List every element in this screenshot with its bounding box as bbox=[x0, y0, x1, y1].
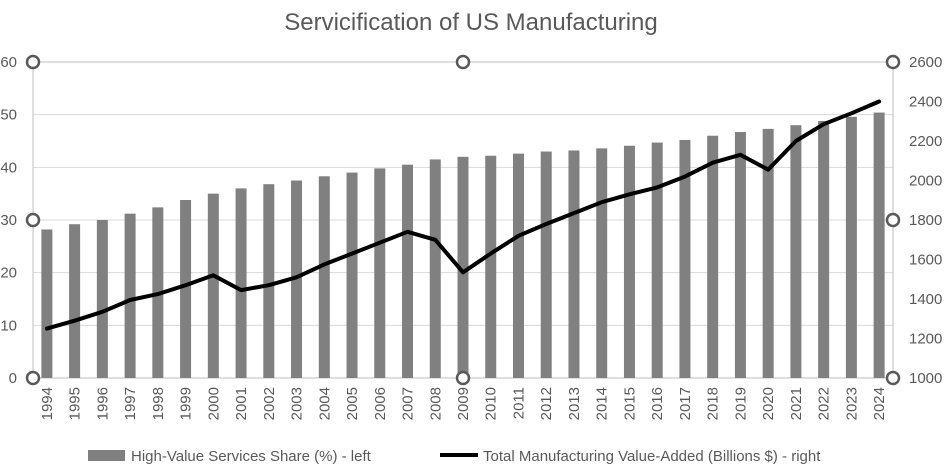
bar bbox=[568, 150, 580, 378]
y-right-tick-label: 2400 bbox=[909, 94, 942, 111]
bar-series bbox=[41, 112, 885, 379]
y-left-tick-label: 0 bbox=[9, 370, 17, 387]
x-tick-label: 2024 bbox=[871, 387, 888, 420]
x-tick-label: 2022 bbox=[816, 387, 833, 420]
x-tick-label: 2017 bbox=[677, 387, 694, 420]
x-tick-label: 2012 bbox=[538, 387, 555, 420]
resize-handle[interactable] bbox=[455, 370, 471, 386]
x-tick-label: 2008 bbox=[427, 387, 444, 420]
y-left-tick-label: 60 bbox=[0, 54, 17, 71]
y-left-tick-label: 40 bbox=[0, 159, 17, 176]
bar bbox=[845, 116, 857, 379]
x-tick-label: 2020 bbox=[760, 387, 777, 420]
bar bbox=[790, 125, 802, 378]
y-right-tick-label: 2200 bbox=[909, 133, 942, 150]
bar bbox=[873, 112, 885, 378]
bar bbox=[762, 128, 774, 378]
bar bbox=[818, 120, 830, 378]
x-tick-label: 2016 bbox=[649, 387, 666, 420]
y-right-tick-label: 1600 bbox=[909, 252, 942, 269]
y-right-tick-label: 2000 bbox=[909, 173, 942, 190]
bar bbox=[124, 213, 136, 378]
x-tick-label: 1999 bbox=[178, 387, 195, 420]
x-tick-label: 2015 bbox=[621, 387, 638, 420]
legend-label-line: Total Manufacturing Value-Added (Billion… bbox=[483, 448, 821, 465]
x-tick-label: 2011 bbox=[510, 387, 527, 419]
selection-handles[interactable] bbox=[25, 54, 901, 386]
y-right-tick-label: 1800 bbox=[909, 212, 942, 229]
x-tick-label: 2001 bbox=[233, 387, 250, 420]
bar bbox=[734, 132, 746, 378]
series-line bbox=[44, 99, 882, 331]
x-tick-label: 2018 bbox=[705, 387, 722, 420]
resize-handle[interactable] bbox=[885, 212, 901, 228]
legend: High-Value Services Share (%) - left Tot… bbox=[88, 448, 821, 465]
x-tick-label: 2004 bbox=[316, 387, 333, 420]
bar bbox=[457, 156, 469, 378]
x-tick-label: 1997 bbox=[122, 387, 139, 420]
x-tick-label: 2014 bbox=[594, 387, 611, 420]
x-tick-label: 1994 bbox=[39, 387, 56, 420]
x-tick-label: 2000 bbox=[205, 387, 222, 420]
bar bbox=[540, 151, 552, 378]
bar bbox=[235, 188, 247, 378]
y-right-tick-label: 1200 bbox=[909, 331, 942, 348]
y-right-tick-label: 1000 bbox=[909, 370, 942, 387]
y-left-tick-label: 10 bbox=[0, 317, 17, 334]
x-tick-label: 2007 bbox=[400, 387, 417, 420]
x-tick-label: 1998 bbox=[150, 387, 167, 420]
x-tick-label: 2005 bbox=[344, 387, 361, 420]
bar bbox=[207, 193, 219, 378]
y-left-tick-label: 30 bbox=[0, 212, 17, 229]
resize-handle[interactable] bbox=[885, 370, 901, 386]
bar bbox=[596, 148, 608, 378]
x-tick-label: 2013 bbox=[566, 387, 583, 420]
bar bbox=[485, 155, 497, 378]
x-tick-label: 2009 bbox=[455, 387, 472, 420]
y-right-tick-label: 2600 bbox=[909, 54, 942, 71]
legend-swatch-bar bbox=[88, 450, 125, 461]
bar bbox=[318, 176, 330, 378]
x-tick-label: 2010 bbox=[483, 387, 500, 420]
y-left-tick-label: 20 bbox=[0, 265, 17, 282]
legend-label-bar: High-Value Services Share (%) - left bbox=[131, 448, 372, 465]
bar bbox=[374, 168, 386, 378]
bar bbox=[707, 135, 719, 378]
axes: 0 10 20 30 40 50 60 1000 1200 1400 1600 1800 2000 220… bbox=[0, 54, 942, 420]
x-tick-label: 2006 bbox=[372, 387, 389, 420]
x-tick-label: 2019 bbox=[732, 387, 749, 420]
x-tick-label: 1996 bbox=[94, 387, 111, 420]
bar bbox=[623, 145, 635, 378]
bar bbox=[402, 164, 414, 378]
bar bbox=[180, 199, 192, 378]
chart-title: Servicification of US Manufacturing bbox=[284, 9, 658, 36]
resize-handle[interactable] bbox=[25, 370, 41, 386]
bar bbox=[346, 172, 358, 378]
bar bbox=[69, 224, 81, 378]
resize-handle[interactable] bbox=[885, 54, 901, 70]
y-left-tick-label: 50 bbox=[0, 107, 17, 124]
bar bbox=[679, 139, 691, 378]
x-tick-label: 2023 bbox=[843, 387, 860, 420]
line-series bbox=[44, 99, 882, 331]
resize-handle[interactable] bbox=[25, 54, 41, 70]
x-tick-label: 2003 bbox=[289, 387, 306, 420]
bar bbox=[41, 229, 53, 378]
bar bbox=[429, 159, 441, 378]
y-right-tick-label: 1400 bbox=[909, 291, 942, 308]
resize-handle[interactable] bbox=[25, 212, 41, 228]
bar bbox=[512, 153, 524, 378]
bar bbox=[263, 184, 275, 378]
bar bbox=[96, 220, 108, 378]
x-tick-label: 2002 bbox=[261, 387, 278, 420]
x-tick-label: 2021 bbox=[788, 387, 805, 420]
x-tick-label: 1995 bbox=[67, 387, 84, 420]
resize-handle[interactable] bbox=[455, 54, 471, 70]
bar bbox=[651, 142, 663, 378]
